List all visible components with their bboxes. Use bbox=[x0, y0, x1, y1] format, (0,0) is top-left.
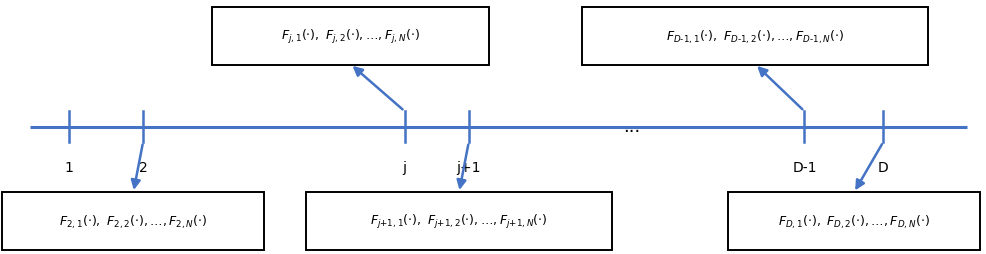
Text: D-1: D-1 bbox=[792, 160, 815, 174]
Text: ...: ... bbox=[622, 118, 640, 136]
FancyBboxPatch shape bbox=[727, 192, 978, 250]
Text: j: j bbox=[402, 160, 406, 174]
Text: $F_{j,1}(\cdot),\ F_{j,2}(\cdot),\ldots, F_{j,N}(\cdot)$: $F_{j,1}(\cdot),\ F_{j,2}(\cdot),\ldots,… bbox=[281, 28, 419, 46]
Text: j+1: j+1 bbox=[457, 160, 480, 174]
FancyBboxPatch shape bbox=[582, 8, 927, 66]
Text: $F_{D,1}(\cdot),\ F_{D,2}(\cdot),\ldots, F_{D,N}(\cdot)$: $F_{D,1}(\cdot),\ F_{D,2}(\cdot),\ldots,… bbox=[777, 212, 929, 230]
Text: $F_{2,1}(\cdot),\ F_{2,2}(\cdot),\ldots, F_{2,N}(\cdot)$: $F_{2,1}(\cdot),\ F_{2,2}(\cdot),\ldots,… bbox=[59, 212, 207, 230]
FancyBboxPatch shape bbox=[212, 8, 488, 66]
Text: $F_{D\text{-}1,1}(\cdot),\ F_{D\text{-}1,2}(\cdot),\ldots, F_{D\text{-}1,N}(\cdo: $F_{D\text{-}1,1}(\cdot),\ F_{D\text{-}1… bbox=[666, 28, 843, 45]
FancyBboxPatch shape bbox=[306, 192, 611, 250]
FancyBboxPatch shape bbox=[3, 192, 264, 250]
Text: D: D bbox=[878, 160, 887, 174]
Text: $F_{j\text{+}1,1}(\cdot),\ F_{j\text{+}1,2}(\cdot),\ldots, F_{j\text{+}1,N}(\cdo: $F_{j\text{+}1,1}(\cdot),\ F_{j\text{+}1… bbox=[370, 212, 547, 230]
Text: 2: 2 bbox=[139, 160, 147, 174]
Text: 1: 1 bbox=[65, 160, 73, 174]
